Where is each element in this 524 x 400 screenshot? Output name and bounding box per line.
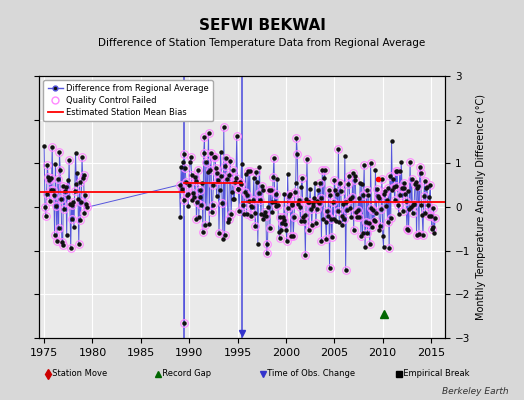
Legend: Difference from Regional Average, Quality Control Failed, Estimated Station Mean: Difference from Regional Average, Qualit… bbox=[43, 80, 213, 121]
Text: Difference of Station Temperature Data from Regional Average: Difference of Station Temperature Data f… bbox=[99, 38, 425, 48]
Y-axis label: Monthly Temperature Anomaly Difference (°C): Monthly Temperature Anomaly Difference (… bbox=[476, 94, 486, 320]
Text: SEFWI BEKWAI: SEFWI BEKWAI bbox=[199, 18, 325, 33]
Text: Berkeley Earth: Berkeley Earth bbox=[442, 387, 508, 396]
Text: Empirical Break: Empirical Break bbox=[398, 370, 470, 378]
Text: Time of Obs. Change: Time of Obs. Change bbox=[262, 370, 355, 378]
Text: Record Gap: Record Gap bbox=[157, 370, 211, 378]
Text: Station Move: Station Move bbox=[47, 370, 107, 378]
